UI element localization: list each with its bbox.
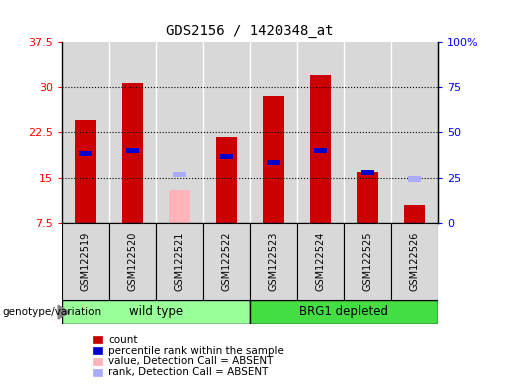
Bar [62,223,109,300]
Bar [314,148,327,153]
Bar [391,223,438,300]
Bar [297,42,344,223]
Bar [263,96,284,223]
Text: GSM122525: GSM122525 [362,232,372,291]
Text: genotype/variation: genotype/variation [3,307,101,317]
Bar [203,42,250,223]
Text: GSM122519: GSM122519 [80,232,90,291]
Bar [360,170,374,175]
Bar [391,42,438,223]
Bar [156,42,203,223]
Bar [216,137,237,223]
Text: GSM122520: GSM122520 [127,232,138,291]
Bar [250,42,297,223]
Text: GSM122524: GSM122524 [315,232,325,291]
Text: GSM122521: GSM122521 [174,232,184,291]
Bar [297,223,344,300]
Text: GSM122526: GSM122526 [409,232,419,291]
Bar [310,75,331,223]
Bar [408,176,421,182]
Bar [173,172,186,177]
Bar [79,151,92,156]
Bar [62,42,109,223]
Bar [220,154,233,159]
Bar [122,83,143,223]
Text: BRG1 depleted: BRG1 depleted [299,306,388,318]
Text: GSM122523: GSM122523 [268,232,278,291]
Bar [169,190,190,223]
Bar [357,172,378,223]
Text: value, Detection Call = ABSENT: value, Detection Call = ABSENT [108,356,273,366]
Text: percentile rank within the sample: percentile rank within the sample [108,346,284,356]
Text: wild type: wild type [129,306,183,318]
Bar [404,205,425,223]
Bar [156,223,203,300]
Bar [250,300,438,324]
Bar [75,121,96,223]
Bar [344,223,391,300]
Text: rank, Detection Call = ABSENT: rank, Detection Call = ABSENT [108,367,268,377]
Bar [344,42,391,223]
Bar [109,223,156,300]
Bar [267,160,280,165]
Text: count: count [108,335,138,345]
Title: GDS2156 / 1420348_at: GDS2156 / 1420348_at [166,25,334,38]
Bar [203,223,250,300]
Text: GSM122522: GSM122522 [221,232,231,291]
Bar [62,300,250,324]
Bar [126,148,139,153]
Bar [109,42,156,223]
Bar [250,223,297,300]
Polygon shape [58,305,70,319]
